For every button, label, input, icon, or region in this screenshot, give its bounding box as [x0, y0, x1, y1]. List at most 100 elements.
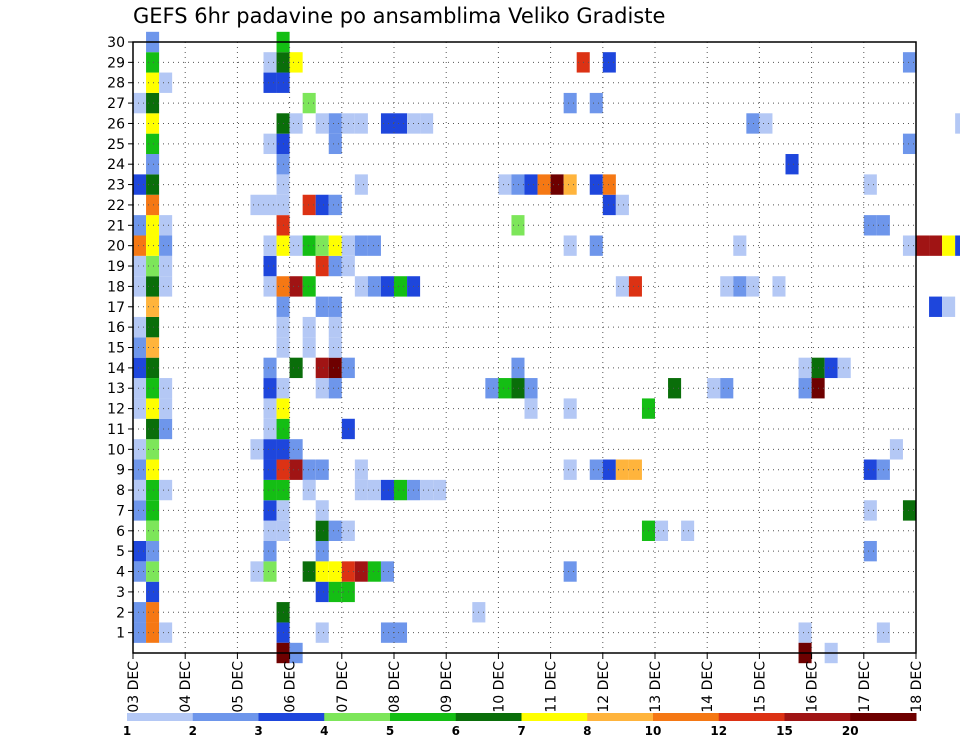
heatmap-cell [133, 92, 147, 114]
heatmap-cell [315, 357, 329, 379]
heatmap-cell [146, 337, 160, 358]
heatmap-cell [302, 92, 316, 114]
heatmap-cell [146, 235, 160, 256]
y-tick-label: 12 [107, 402, 125, 418]
colorbar-swatch [455, 713, 522, 721]
heatmap-cell [537, 174, 551, 195]
colorbar-swatch [850, 713, 917, 721]
x-tick-label: 16 DEC [805, 661, 821, 713]
heatmap-cell [315, 540, 329, 562]
heatmap-cell [955, 113, 960, 134]
heatmap-cell [263, 439, 277, 460]
y-tick-label: 20 [107, 239, 125, 255]
heatmap-cell [485, 378, 499, 399]
heatmap-cell [146, 133, 160, 155]
heatmap-cell [328, 194, 342, 216]
heatmap-cell [159, 72, 173, 93]
heatmap-cell [250, 194, 264, 216]
colorbar-swatch [653, 713, 720, 721]
heatmap-cell [133, 398, 147, 419]
heatmap-cell [315, 520, 329, 541]
heatmap-cell [250, 561, 264, 582]
heatmap-cell [146, 439, 160, 460]
heatmap-cell [498, 378, 512, 399]
heatmap-cell [263, 194, 277, 216]
heatmap-cell [146, 113, 160, 134]
heatmap-cell [354, 174, 368, 195]
colorbar-swatch [324, 713, 391, 721]
colorbar-swatch [192, 713, 259, 721]
heatmap-cell [315, 622, 329, 643]
heatmap-cell [863, 174, 877, 195]
heatmap-cell [146, 316, 160, 338]
heatmap-cell [146, 602, 160, 623]
heatmap-cell [498, 174, 512, 195]
y-tick-label: 24 [107, 157, 125, 173]
heatmap-cell [380, 276, 394, 297]
chart-title: GEFS 6hr padavine po ansamblima Veliko G… [133, 4, 666, 28]
heatmap-cell [563, 398, 577, 419]
heatmap-cell [328, 357, 342, 379]
colorbar-label: 10 [645, 724, 662, 738]
heatmap-cell [354, 113, 368, 134]
heatmap-cell [146, 479, 160, 501]
colorbar-swatch [390, 713, 457, 721]
heatmap-cell [146, 174, 160, 195]
heatmap-cell [289, 459, 303, 480]
heatmap-cell [263, 398, 277, 419]
heatmap-cell [354, 235, 368, 256]
heatmap-cell [524, 378, 538, 399]
heatmap-cell [328, 316, 342, 338]
heatmap-cell [354, 561, 368, 582]
x-tick-label: 14 DEC [700, 661, 716, 713]
heatmap-cell [302, 276, 316, 297]
heatmap-cell [315, 113, 329, 134]
colorbar-label: 20 [842, 724, 859, 738]
heatmap-cell [759, 113, 773, 134]
heatmap-cell [263, 52, 277, 73]
y-tick-label: 29 [107, 55, 125, 71]
heatmap-cell [302, 316, 316, 338]
heatmap-cell [380, 622, 394, 643]
heatmap-cell [602, 194, 616, 216]
x-tick-label: 09 DEC [439, 661, 455, 713]
heatmap-cell [563, 561, 577, 582]
y-tick-label: 26 [107, 116, 125, 132]
heatmap-cell [628, 459, 642, 480]
heatmap-cell [263, 357, 277, 379]
heatmap-cell [263, 72, 277, 93]
heatmap-cell [367, 276, 381, 297]
heatmap-cell [916, 235, 930, 256]
heatmap-cell [315, 378, 329, 399]
y-tick-label: 3 [116, 585, 125, 601]
y-tick-label: 28 [107, 76, 125, 92]
heatmap-cell [328, 378, 342, 399]
heatmap-cell [589, 174, 603, 195]
x-tick-label: 18 DEC [909, 661, 925, 713]
y-tick-label: 11 [107, 422, 125, 438]
colorbar-label: 7 [517, 724, 525, 738]
heatmap-cell [602, 52, 616, 73]
y-tick-label: 27 [107, 96, 125, 112]
heatmap-cell [942, 235, 956, 256]
y-tick-label: 13 [107, 381, 125, 397]
heatmap-cell [133, 235, 147, 256]
y-tick-label: 22 [107, 198, 125, 214]
heatmap-cell [367, 235, 381, 256]
heatmap-cell [315, 459, 329, 480]
heatmap-cell [315, 500, 329, 521]
heatmap-cell [133, 540, 147, 562]
y-tick-label: 10 [107, 442, 125, 458]
heatmap-cell [133, 500, 147, 521]
y-tick-label: 5 [116, 544, 125, 560]
heatmap-cell [328, 235, 342, 256]
heatmap-cell [133, 316, 147, 338]
y-tick-label: 2 [116, 605, 125, 621]
heatmap-cell [146, 622, 160, 643]
heatmap-cell [681, 520, 695, 541]
heatmap-cell [420, 113, 434, 134]
heatmap-cell [589, 92, 603, 114]
colorbar-swatch [258, 713, 325, 721]
y-tick-label: 1 [116, 626, 125, 642]
